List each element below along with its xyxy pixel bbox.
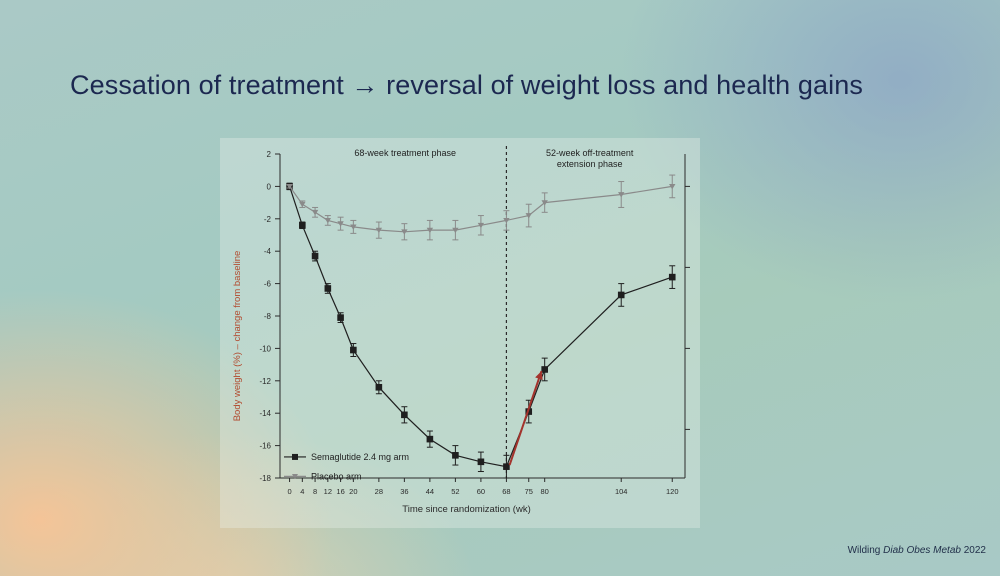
x-tick-label: 60 — [477, 487, 485, 496]
x-tick-label: 8 — [313, 487, 317, 496]
x-tick-label: 4 — [300, 487, 304, 496]
x-tick-label: 16 — [336, 487, 344, 496]
y-tick-label: -14 — [259, 409, 271, 418]
semaglutide-point — [452, 452, 459, 459]
x-tick-label: 104 — [615, 487, 628, 496]
treatment-phase-label: 68-week treatment phase — [354, 148, 456, 158]
legend-placebo-label: Placebo arm — [311, 471, 362, 481]
placebo-point — [503, 218, 510, 224]
y-tick-label: -4 — [264, 247, 272, 256]
semaglutide-point — [311, 252, 319, 260]
placebo-point — [452, 227, 459, 234]
placebo-point — [299, 201, 306, 208]
semaglutide-point — [503, 463, 510, 470]
y-axis-title: Body weight (%) – change from baseline — [232, 251, 243, 422]
x-tick-label: 44 — [426, 487, 434, 496]
y-tick-label: 2 — [267, 150, 272, 159]
x-axis-title: Time since randomization (wk) — [402, 504, 530, 515]
placebo-point — [541, 200, 548, 206]
x-tick-label: 12 — [324, 487, 332, 496]
semaglutide-point — [668, 273, 676, 281]
y-tick-label: 0 — [267, 182, 272, 191]
y-tick-label: -18 — [259, 474, 271, 483]
citation-journal: Diab Obes Metab — [883, 545, 961, 556]
semaglutide-point — [401, 411, 408, 419]
series-line-placebo — [289, 185, 673, 233]
citation-year: 2022 — [963, 545, 986, 556]
placebo-point — [311, 209, 319, 216]
citation: Wilding Diab Obes Metab 2022 — [848, 545, 986, 556]
weight-change-chart: 2 0 -2 -4 -6 -8 -10 -12 -14 -16 -18 0 4 8 12 16 20 28 36 44… — [220, 138, 700, 528]
legend-placebo-marker — [292, 473, 298, 480]
placebo-point — [401, 229, 408, 235]
placebo-point — [337, 221, 344, 227]
y-tick-label: -10 — [259, 344, 271, 353]
semaglutide-point — [350, 346, 357, 354]
semaglutide-point — [324, 285, 332, 292]
legend-semaglutide-label: Semaglutide 2.4 mg arm — [311, 452, 409, 462]
y-tick-label: -12 — [259, 377, 271, 386]
placebo-point — [375, 227, 383, 234]
placebo-point — [525, 213, 532, 219]
placebo-point — [350, 224, 357, 230]
extension-phase-label-line1: 52-week off-treatment — [546, 148, 634, 158]
x-tick-label: 36 — [400, 487, 408, 496]
semaglutide-point — [541, 366, 548, 373]
y-tick-label: -2 — [264, 215, 272, 224]
rebound-arrow-shaft — [508, 370, 543, 466]
x-tick-label: 120 — [666, 487, 679, 496]
citation-author: Wilding — [847, 545, 881, 556]
chart-canvas: 20-2-4-6-8-10-12-14-16-180 4 8 12 16 20 28 36 44… — [232, 146, 690, 515]
semaglutide-point — [477, 458, 485, 466]
x-tick-label: 75 — [525, 487, 533, 496]
placebo-point — [324, 218, 332, 224]
x-tick-label: 68 — [502, 487, 510, 496]
rebound-arrow-head — [535, 371, 543, 380]
placebo-point — [669, 184, 676, 190]
placebo-point — [426, 227, 434, 234]
placebo-point — [477, 222, 485, 229]
y-tick-label: -6 — [264, 280, 272, 289]
semaglutide-point — [426, 435, 434, 443]
semaglutide-point — [617, 291, 625, 299]
legend-semaglutide-marker — [292, 453, 298, 460]
placebo-point — [286, 184, 293, 190]
y-tick-label: -16 — [259, 442, 271, 451]
x-tick-label: 0 — [287, 487, 291, 496]
semaglutide-point — [337, 314, 344, 321]
x-tick-label: 20 — [349, 487, 357, 496]
slide-title: Cessation of treatment → reversal of wei… — [70, 70, 863, 100]
placebo-point — [618, 192, 625, 198]
x-tick-label: 80 — [541, 487, 549, 496]
semaglutide-point — [375, 383, 383, 391]
semaglutide-point — [299, 221, 306, 229]
series-line-semaglutide — [289, 186, 673, 468]
extension-phase-label-line2: extension phase — [557, 159, 623, 169]
x-tick-label: 52 — [451, 487, 459, 496]
x-tick-label: 28 — [375, 487, 383, 496]
y-tick-label: -8 — [264, 312, 272, 321]
